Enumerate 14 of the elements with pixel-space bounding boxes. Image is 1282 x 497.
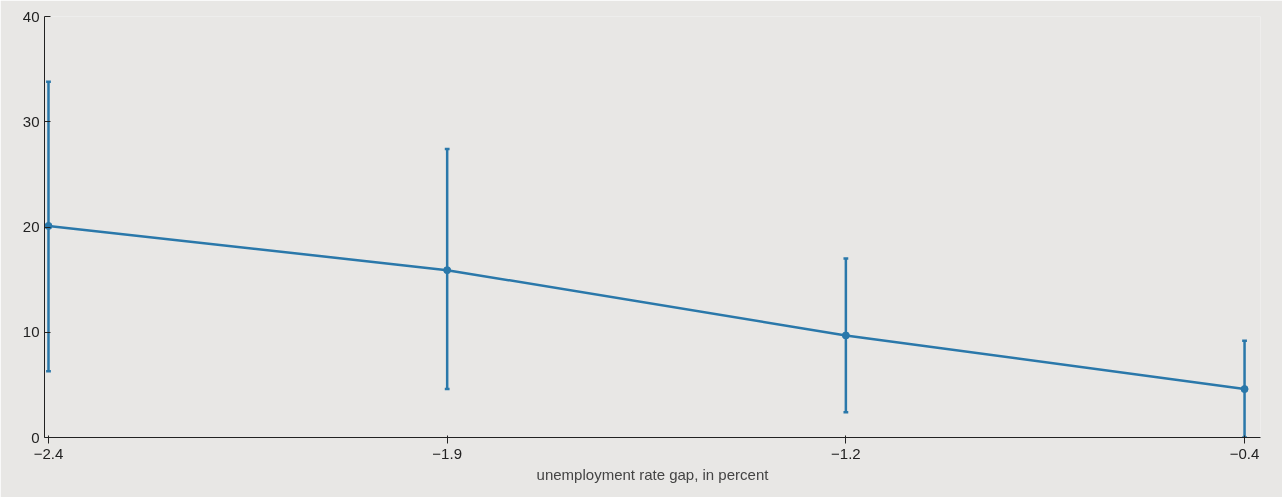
- x-axis-title: unemployment rate gap, in percent: [536, 465, 770, 483]
- y-tick-label: 30: [22, 112, 40, 130]
- point: [1240, 385, 1249, 394]
- x-tick-label: −2.4: [33, 444, 64, 462]
- x-tick-label: −0.4: [1229, 444, 1260, 462]
- point: [841, 331, 850, 340]
- point: [44, 221, 53, 230]
- x-tick-label: −1.9: [432, 444, 462, 462]
- y-tick-label: 20: [22, 218, 40, 235]
- point: [443, 266, 452, 275]
- x-tick-label: −1.2: [831, 444, 861, 462]
- y-tick-label: 10: [22, 323, 40, 341]
- y-tick-label: 0: [31, 428, 40, 446]
- y-tick-label: 40: [22, 7, 40, 25]
